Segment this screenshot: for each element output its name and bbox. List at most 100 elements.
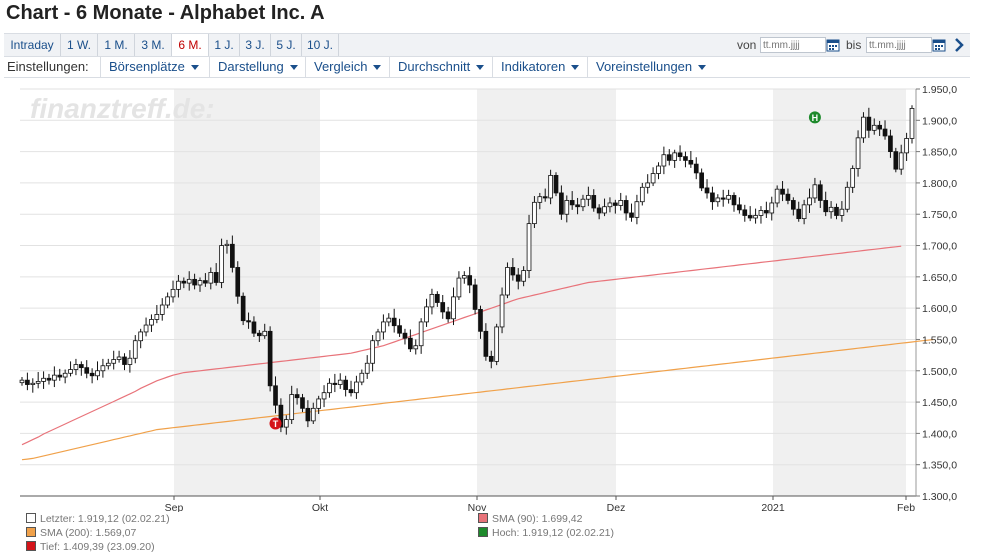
candle-body [909, 108, 915, 139]
menu-label: Voreinstellungen [596, 59, 693, 74]
candle [780, 181, 785, 202]
date-from-input[interactable] [760, 37, 826, 53]
candle-body [159, 304, 165, 315]
low-marker-dot [269, 417, 282, 430]
menu-label: Durchschnitt [398, 59, 471, 74]
candle-body [35, 381, 41, 384]
low-marker: T [269, 417, 282, 430]
range-intraday-button[interactable]: Intraday [4, 34, 61, 56]
candle [348, 380, 354, 397]
range-3y-button[interactable]: 3 J. [240, 34, 271, 56]
candle-body [391, 317, 397, 327]
candle-body [359, 372, 365, 383]
range-6m-button[interactable]: 6 M. [172, 34, 209, 56]
candle-body [78, 364, 84, 369]
price-chart: finanztreff.de: TH 1.300,01.350,01.400,0… [19, 84, 957, 512]
candle [618, 192, 624, 211]
candle-body [19, 379, 25, 384]
candle [35, 372, 41, 389]
candle-body [424, 306, 429, 323]
candle [796, 201, 802, 222]
date-to-label: bis [846, 38, 862, 52]
y-tick-label: 1.600,0 [922, 303, 957, 315]
candle-body [310, 407, 316, 422]
calendar-icon[interactable] [932, 38, 946, 52]
sma90-line [21, 245, 902, 446]
candle [310, 402, 316, 424]
chevron-right-icon[interactable] [952, 36, 966, 54]
candle [510, 258, 516, 281]
menu-voreinstellungen[interactable]: Voreinstellungen [587, 56, 707, 77]
range-10y-button[interactable]: 10 J. [302, 34, 339, 56]
candle-body [73, 364, 79, 370]
menu-boersenplaetze[interactable]: Börsenplätze [100, 56, 199, 77]
candle-body [418, 321, 424, 347]
range-1y-button[interactable]: 1 J. [209, 34, 240, 56]
range-5y-button[interactable]: 5 J. [271, 34, 302, 56]
candle-body [456, 277, 462, 298]
range-3m-button[interactable]: 3 M. [135, 34, 172, 56]
menu-indikatoren[interactable]: Indikatoren [492, 56, 580, 77]
candle [607, 197, 613, 213]
candle-body [898, 152, 904, 170]
menu-darstellung[interactable]: Darstellung [209, 56, 298, 77]
candle [693, 157, 699, 180]
calendar-icon[interactable] [826, 38, 840, 52]
candle [661, 146, 667, 175]
candle [95, 361, 100, 381]
high-marker: H [808, 111, 821, 124]
candle [494, 323, 500, 366]
candle-body [84, 367, 90, 374]
candle [747, 206, 753, 222]
candle [375, 328, 381, 346]
candle-body [478, 309, 483, 332]
candle-body [197, 280, 203, 286]
candle-body [273, 385, 278, 406]
candle-body [488, 355, 494, 362]
candle-body [629, 212, 634, 218]
candle [575, 197, 580, 215]
candle [823, 191, 829, 217]
candle [688, 150, 694, 168]
candle [327, 378, 332, 398]
candle-body [111, 359, 117, 364]
candle [203, 273, 208, 287]
candle-body [602, 206, 607, 214]
candle [246, 312, 251, 329]
candle-body [515, 274, 521, 282]
y-tick-label: 1.300,0 [922, 491, 957, 503]
menu-durchschnitt[interactable]: Durchschnitt [389, 56, 485, 77]
candle [650, 167, 656, 187]
range-1w-button[interactable]: 1 W. [61, 34, 98, 56]
candle [855, 130, 861, 177]
menu-label: Darstellung [218, 59, 284, 74]
high-marker-label: H [812, 113, 819, 123]
candle-body [796, 208, 802, 220]
candle [542, 188, 548, 202]
candles [19, 105, 915, 435]
candle-body [100, 365, 106, 372]
candle [629, 203, 634, 222]
candle [564, 195, 570, 223]
candle-body [386, 317, 392, 323]
candle [240, 292, 246, 326]
candle-body [893, 151, 899, 170]
range-1m-button[interactable]: 1 M. [98, 34, 135, 56]
candle [828, 201, 834, 219]
candle [645, 174, 651, 194]
candle [132, 335, 138, 364]
candle [505, 262, 510, 299]
candle [30, 378, 36, 393]
date-to-input[interactable] [866, 37, 932, 53]
candle-body [828, 206, 834, 213]
menu-vergleich[interactable]: Vergleich [305, 56, 382, 77]
candle [866, 107, 872, 138]
candle [461, 271, 467, 284]
y-tick-label: 1.450,0 [922, 397, 957, 409]
candle [553, 172, 559, 197]
candle-body [710, 192, 715, 203]
candle-body [256, 332, 262, 337]
candle-body [850, 168, 856, 188]
candle-body [289, 394, 295, 421]
month-band [174, 89, 320, 496]
